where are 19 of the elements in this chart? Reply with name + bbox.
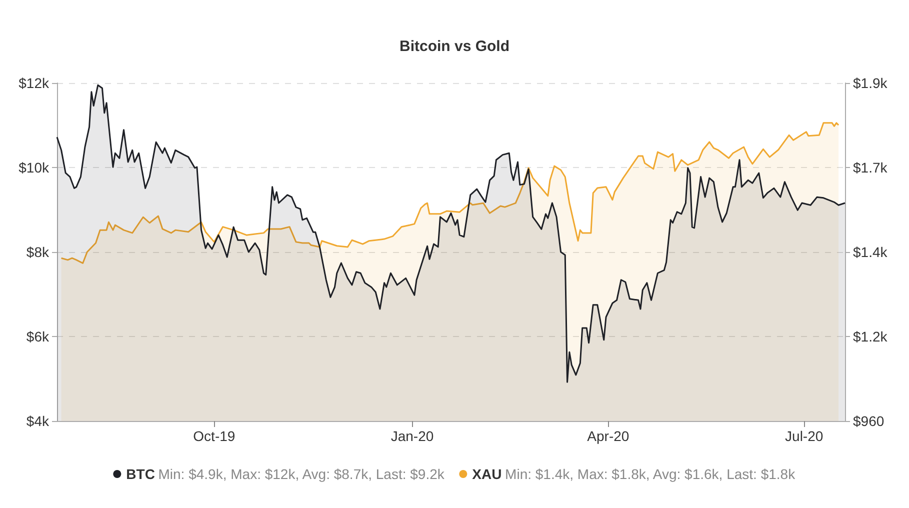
text: Min: $1.4k, Max: $1.8k, Avg: $1.6k, Last: $1.8k bbox=[505, 466, 796, 482]
text: Min: $4.9k, Max: $12k, Avg: $8.7k, Last: $9.2k bbox=[158, 466, 446, 482]
y2-tick-label: $1.2k bbox=[853, 328, 888, 344]
legend-label: BTC bbox=[126, 466, 155, 482]
y2-tick-label: $1.9k bbox=[853, 75, 888, 91]
y-tick-label: $12k bbox=[18, 75, 50, 91]
y-tick-label: $6k bbox=[26, 328, 50, 344]
y-tick-label: $4k bbox=[26, 413, 50, 429]
chart-title: Bitcoin vs Gold bbox=[399, 38, 510, 55]
y-tick-label: $10k bbox=[18, 160, 50, 176]
x-tick-label: Jan-20 bbox=[390, 428, 434, 444]
y-tick-label: $8k bbox=[26, 244, 50, 260]
legend-label: XAU bbox=[472, 466, 502, 482]
y2-tick-label: $1.7k bbox=[853, 160, 888, 176]
x-tick-label: Apr-20 bbox=[587, 428, 630, 444]
y2-tick-label: $1.4k bbox=[853, 244, 888, 260]
y2-tick-label: $960 bbox=[853, 413, 884, 429]
x-tick-label: Jul-20 bbox=[785, 428, 824, 444]
x-tick-label: Oct-19 bbox=[193, 428, 236, 444]
